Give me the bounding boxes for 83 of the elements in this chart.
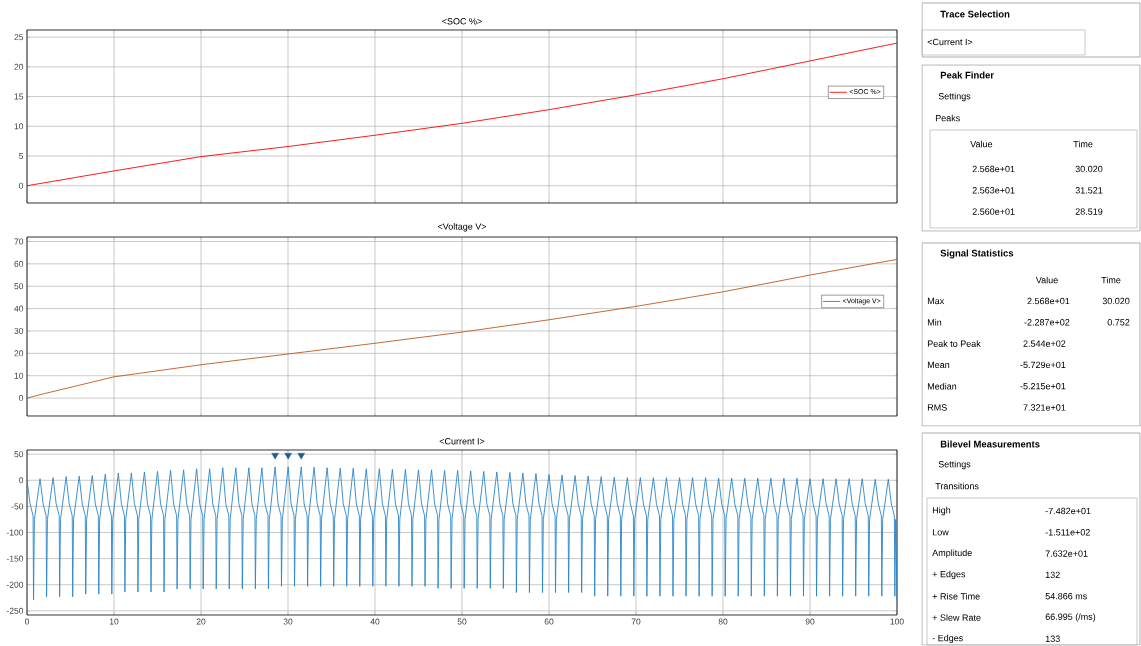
x-tick-label: 60	[544, 618, 554, 625]
y-tick-label: 70	[14, 238, 24, 245]
text: RMS	[927, 404, 947, 411]
text: -5.729e+01	[1020, 361, 1066, 369]
chart-title: <Voltage V>	[437, 223, 487, 232]
y-tick-label: 20	[14, 63, 24, 70]
x-tick-label: 10	[109, 618, 119, 625]
y-tick-label: 15	[14, 93, 24, 100]
text: Value	[970, 140, 993, 148]
y-tick-label: -200	[6, 581, 24, 588]
text: <Current I>	[927, 38, 973, 46]
text: Bilevel Measurements	[940, 440, 1040, 448]
text: 133	[1045, 635, 1060, 642]
x-tick-label: 30	[283, 618, 293, 625]
text: Max	[927, 297, 945, 305]
text: 30.020	[1075, 165, 1103, 173]
text: 0.752	[1107, 319, 1130, 326]
text: - Edges	[932, 634, 963, 643]
y-tick-label: 5	[19, 153, 24, 159]
text: 132	[1045, 571, 1060, 579]
y-tick-label: 50	[14, 283, 24, 290]
text: 30.020	[1102, 297, 1130, 305]
y-tick-label: 40	[14, 305, 24, 312]
text: 2.563e+01	[972, 187, 1015, 194]
y-tick-label: -250	[6, 607, 24, 614]
text: + Slew Rate	[932, 614, 981, 621]
text: + Rise Time	[932, 592, 980, 600]
text: 2.568e+01	[1027, 297, 1070, 305]
text: 28.519	[1075, 208, 1103, 215]
text: 31.521	[1075, 187, 1103, 194]
text: 7.321e+01	[1023, 404, 1066, 411]
y-tick-label: 10	[14, 372, 24, 379]
y-tick-label: 25	[14, 34, 24, 41]
text: Settings	[938, 92, 971, 102]
text: Transitions	[935, 482, 979, 490]
y-tick-label: 60	[14, 260, 24, 267]
text: Time	[1073, 140, 1093, 148]
text: Peak to Peak	[927, 340, 981, 347]
text: -5.215e+01	[1020, 383, 1066, 390]
text: Time	[1101, 276, 1121, 284]
text: + Edges	[932, 570, 966, 580]
x-tick-label: 40	[370, 618, 380, 625]
text: 7.632e+01	[1045, 550, 1088, 557]
text: High	[932, 506, 951, 516]
chart-title: <Current I>	[439, 438, 485, 445]
text: Signal Statistics	[940, 249, 1014, 259]
text: Value	[1035, 276, 1058, 284]
y-tick-label: 30	[14, 327, 24, 334]
line-series	[27, 466, 898, 601]
y-tick-label: -150	[6, 555, 24, 562]
x-tick-label: 90	[805, 618, 815, 625]
text: 2.560e+01	[972, 208, 1015, 215]
x-tick-label: 80	[718, 618, 728, 625]
x-tick-label: 100	[890, 618, 904, 625]
text: -7.482e+01	[1045, 507, 1091, 515]
text: Trace Selection	[940, 10, 1010, 18]
y-tick-label: 0	[19, 477, 24, 484]
y-tick-label: 20	[14, 350, 24, 357]
text: Min	[927, 319, 942, 326]
x-tick-label: 70	[631, 618, 641, 625]
text: 2.568e+01	[972, 165, 1015, 173]
text: Peaks	[935, 114, 960, 122]
text: -1.511e+02	[1045, 529, 1090, 536]
y-tick-label: 50	[14, 451, 24, 458]
y-tick-label: 0	[19, 182, 24, 189]
text: -2.287e+02	[1024, 319, 1070, 326]
x-tick-label: 0	[24, 618, 30, 625]
text: Amplitude	[932, 549, 972, 558]
y-tick-label: 10	[14, 123, 24, 130]
text: Low	[932, 529, 949, 536]
y-tick-label: -100	[6, 529, 24, 536]
y-tick-label: 0	[19, 395, 24, 402]
text: Median	[927, 382, 957, 390]
text: 66.995 (/ms)	[1045, 613, 1096, 622]
text: 2.544e+02	[1023, 340, 1066, 347]
text: 54.866 ms	[1045, 593, 1087, 600]
text: Mean	[927, 361, 950, 369]
text: Peak Finder	[940, 71, 994, 79]
text: Settings	[938, 460, 971, 470]
x-tick-label: 20	[196, 618, 206, 625]
chart-title: <SOC %>	[442, 18, 482, 25]
y-tick-label: -50	[11, 503, 24, 510]
x-tick-label: 50	[457, 618, 467, 625]
